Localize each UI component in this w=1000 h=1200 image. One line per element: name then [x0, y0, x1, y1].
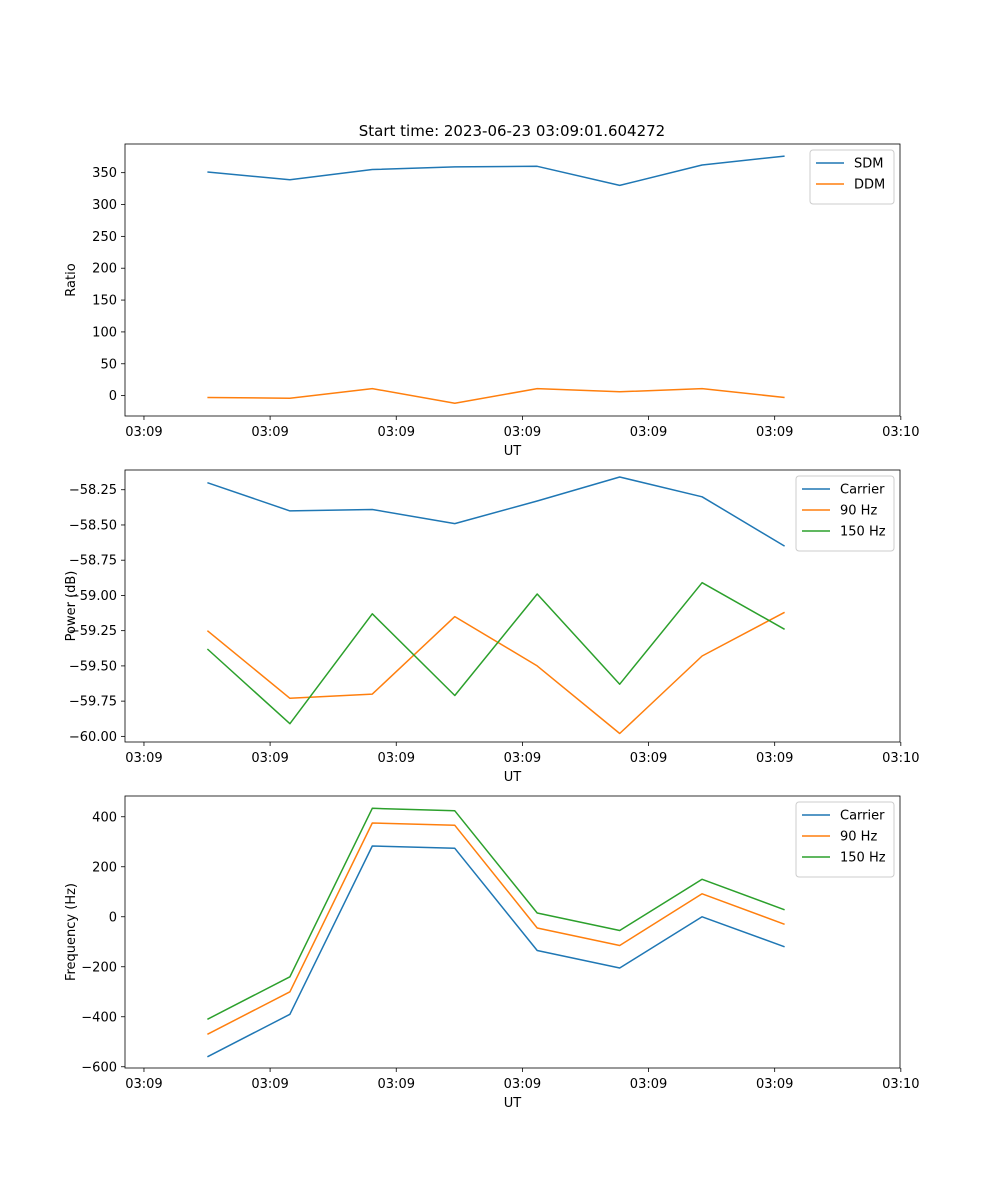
series-line-carrier	[207, 476, 785, 547]
x-tick-label: 03:09	[378, 1077, 415, 1092]
figure-title: Start time: 2023-06-23 03:09:01.604272	[359, 122, 665, 140]
x-tick-label: 03:09	[630, 425, 667, 440]
legend-label: Carrier	[840, 809, 885, 824]
legend-box	[795, 475, 895, 552]
series-line-90-hz	[207, 822, 785, 1035]
x-tick-label: 03:09	[125, 425, 162, 440]
x-tick-label: 03:09	[251, 425, 288, 440]
legend-label: Carrier	[840, 483, 885, 498]
y-tick-label: 200	[92, 262, 117, 277]
series-line-150-hz	[206, 581, 785, 725]
y-tick-label: 0	[109, 389, 117, 404]
axes-frame	[124, 795, 901, 1069]
y-tick-label: 400	[92, 810, 117, 825]
y-tick-label: 200	[92, 860, 117, 875]
series-line-150-hz	[207, 807, 785, 1020]
x-tick-label: 03:09	[756, 425, 793, 440]
y-tick-label: −58.50	[69, 518, 117, 533]
legend: SDM DDM	[809, 149, 895, 205]
y-tick-label: −58.25	[69, 483, 117, 498]
x-tick-label: 03:09	[251, 1077, 288, 1092]
x-axis-label: UT	[504, 770, 522, 785]
y-axis-label: Frequency (Hz)	[64, 883, 79, 981]
series-line-sdm	[207, 155, 785, 187]
x-tick-label: 03:09	[378, 751, 415, 766]
axes-frame	[124, 469, 901, 743]
legend-label: 150 Hz	[840, 851, 886, 866]
y-tick-label: 300	[92, 198, 117, 213]
x-tick-label: 03:09	[125, 751, 162, 766]
legend: Carrier 90 Hz 150 Hz	[795, 801, 895, 878]
x-tick-label: 03:09	[504, 425, 541, 440]
legend-label: SDM	[854, 157, 883, 172]
chart-panel-1: 0 50 100 150 200 250 300 350 03:09 03:09 03:09 03:0…	[64, 143, 920, 459]
x-tick-label: 03:09	[378, 425, 415, 440]
series-line-90-hz	[206, 611, 785, 735]
x-tick-label: 03:09	[756, 751, 793, 766]
y-tick-label: −600	[81, 1060, 117, 1075]
y-tick-label: −58.75	[69, 554, 117, 569]
x-tick-label: 03:09	[504, 751, 541, 766]
legend: Carrier 90 Hz 150 Hz	[795, 475, 895, 552]
x-tick-label: 03:09	[125, 1077, 162, 1092]
y-tick-label: 100	[92, 325, 117, 340]
y-tick-label: 50	[100, 357, 117, 372]
y-tick-label: 350	[92, 166, 117, 181]
series-line-carrier	[207, 845, 785, 1058]
y-tick-label: −59.50	[69, 659, 117, 674]
legend-box	[795, 801, 895, 878]
y-tick-label: −60.00	[69, 730, 117, 745]
chart-panel-2: −60.00 −59.75 −59.50 −59.25 −59.00 −58.75 −58.…	[64, 469, 920, 785]
y-tick-label: 250	[92, 230, 117, 245]
y-tick-label: 150	[92, 294, 117, 309]
x-tick-label: 03:09	[504, 1077, 541, 1092]
chart-panel-3: −600 −400 −200 0 200 400 03:09 03:09 03:09 03:09 0…	[64, 795, 920, 1111]
y-tick-label: −200	[81, 960, 117, 975]
x-tick-label: 03:10	[882, 1077, 919, 1092]
series-line-ddm	[207, 387, 785, 405]
x-tick-label: 03:09	[756, 1077, 793, 1092]
y-tick-label: −59.00	[69, 589, 117, 604]
legend-label: 90 Hz	[840, 504, 877, 519]
y-tick-label: −59.75	[69, 695, 117, 710]
y-axis-label: Ratio	[64, 263, 79, 296]
y-tick-label: −59.25	[69, 624, 117, 639]
x-axis-label: UT	[504, 444, 522, 459]
y-axis-label: Power (dB)	[64, 571, 79, 642]
x-tick-label: 03:09	[630, 751, 667, 766]
x-tick-label: 03:10	[882, 425, 919, 440]
x-tick-label: 03:10	[882, 751, 919, 766]
x-tick-label: 03:09	[251, 751, 288, 766]
x-tick-label: 03:09	[630, 1077, 667, 1092]
legend-label: DDM	[854, 178, 885, 193]
axes-frame	[124, 143, 901, 417]
legend-label: 150 Hz	[840, 525, 886, 540]
y-tick-label: 0	[109, 910, 117, 925]
legend-label: 90 Hz	[840, 830, 877, 845]
x-axis-label: UT	[504, 1096, 522, 1111]
y-tick-label: −400	[81, 1010, 117, 1025]
